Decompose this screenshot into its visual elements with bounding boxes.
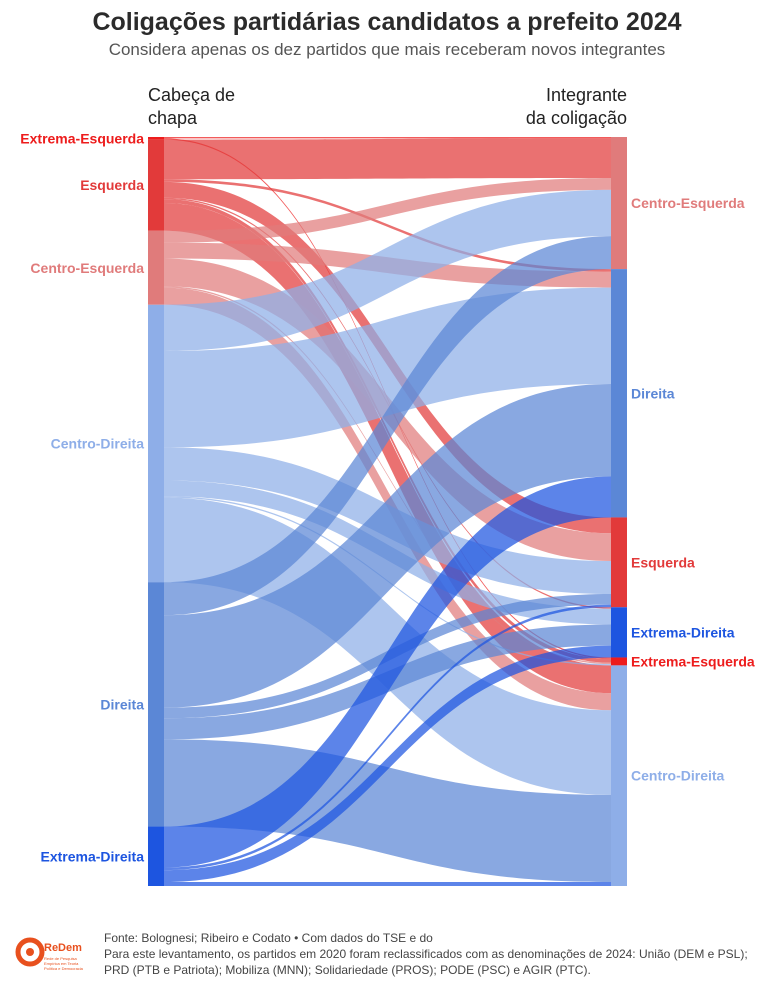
chart-subtitle: Considera apenas os dez partidos que mai… (108, 40, 666, 59)
source-line-1: Fonte: Bolognesi; Ribeiro e Codato • Com… (104, 931, 433, 945)
flow-direita-to-centro-direita (164, 739, 611, 883)
left-label-direita: Direita (100, 696, 144, 712)
left-node-direita (148, 582, 164, 827)
left-header-line: Cabeça de (148, 85, 235, 105)
chart-title: Coligações partidárias candidatos a pref… (92, 8, 682, 36)
flow-direita-to-centro-esquerda (164, 236, 611, 616)
left-label-centro-esquerda: Centro-Esquerda (30, 260, 144, 276)
source-line-2: Para este levantamento, os partidos em 2… (104, 947, 748, 977)
left-node-centro-direita (148, 304, 164, 583)
flow-centro-esquerda-to-centro-direita (164, 287, 611, 711)
left-node-extrema-esquerda (148, 137, 164, 140)
left-node-esquerda (148, 139, 164, 231)
right-node-esquerda (611, 517, 627, 608)
right-node-centro-direita (611, 665, 627, 886)
right-label-direita: Direita (631, 385, 675, 401)
flow-centro-direita-to-centro-esquerda (164, 189, 611, 351)
right-header-line: Integrante (546, 85, 627, 105)
right-label-centro-esquerda: Centro-Esquerda (631, 195, 745, 211)
right-node-direita (611, 269, 627, 518)
right-label-extrema-direita: Extrema-Direita (631, 624, 735, 640)
left-label-esquerda: Esquerda (80, 177, 144, 193)
flow-centro-direita-to-direita (164, 287, 611, 448)
right-node-extrema-esquerda (611, 657, 627, 666)
flow-extrema-direita-to-esquerda (164, 604, 611, 871)
flow-centro-esquerda-to-extrema-esquerda (164, 286, 611, 665)
right-label-esquerda: Esquerda (631, 554, 695, 570)
right-node-extrema-direita (611, 607, 627, 658)
flow-extrema-esquerda-to-centro-esquerda (164, 137, 611, 139)
left-label-centro-direita: Centro-Direita (51, 435, 145, 451)
logo-tagline: Rede de Pesquisa Empírica em Teoria Polí… (44, 956, 83, 971)
source-note: Fonte: Bolognesi; Ribeiro e Codato • Com… (104, 930, 754, 978)
left-label-extrema-direita: Extrema-Direita (41, 848, 145, 864)
left-node-centro-esquerda (148, 230, 164, 305)
left-label-extrema-esquerda: Extrema-Esquerda (20, 130, 144, 146)
flow-extrema-direita-to-extrema-direita (164, 645, 611, 883)
flow-extrema-direita-to-direita (164, 476, 611, 868)
left-node-extrema-direita (148, 826, 164, 886)
flow-esquerda-to-centro-esquerda (164, 138, 611, 180)
flow-centro-esquerda-to-centro-esquerda (164, 177, 611, 243)
left-header-line: chapa (148, 108, 198, 128)
redem-logo-icon (15, 937, 45, 967)
right-node-centro-esquerda (611, 137, 627, 270)
sankey-labels: Extrema-Esquerda Esquerda Centro-Esquerda C… (20, 85, 755, 864)
flow-esquerda-to-centro-direita (164, 203, 611, 694)
flow-direita-to-direita (164, 384, 611, 708)
right-label-extrema-esquerda: Extrema-Esquerda (631, 653, 755, 669)
right-header-line: da coligação (526, 108, 627, 128)
sankey-nodes (148, 137, 627, 886)
flow-esquerda-to-direita (164, 179, 611, 272)
right-label-centro-direita: Centro-Direita (631, 768, 725, 784)
logo-name: ReDem (44, 942, 82, 954)
flow-extrema-direita-to-centro-direita (164, 882, 611, 886)
sankey-links (164, 137, 611, 886)
